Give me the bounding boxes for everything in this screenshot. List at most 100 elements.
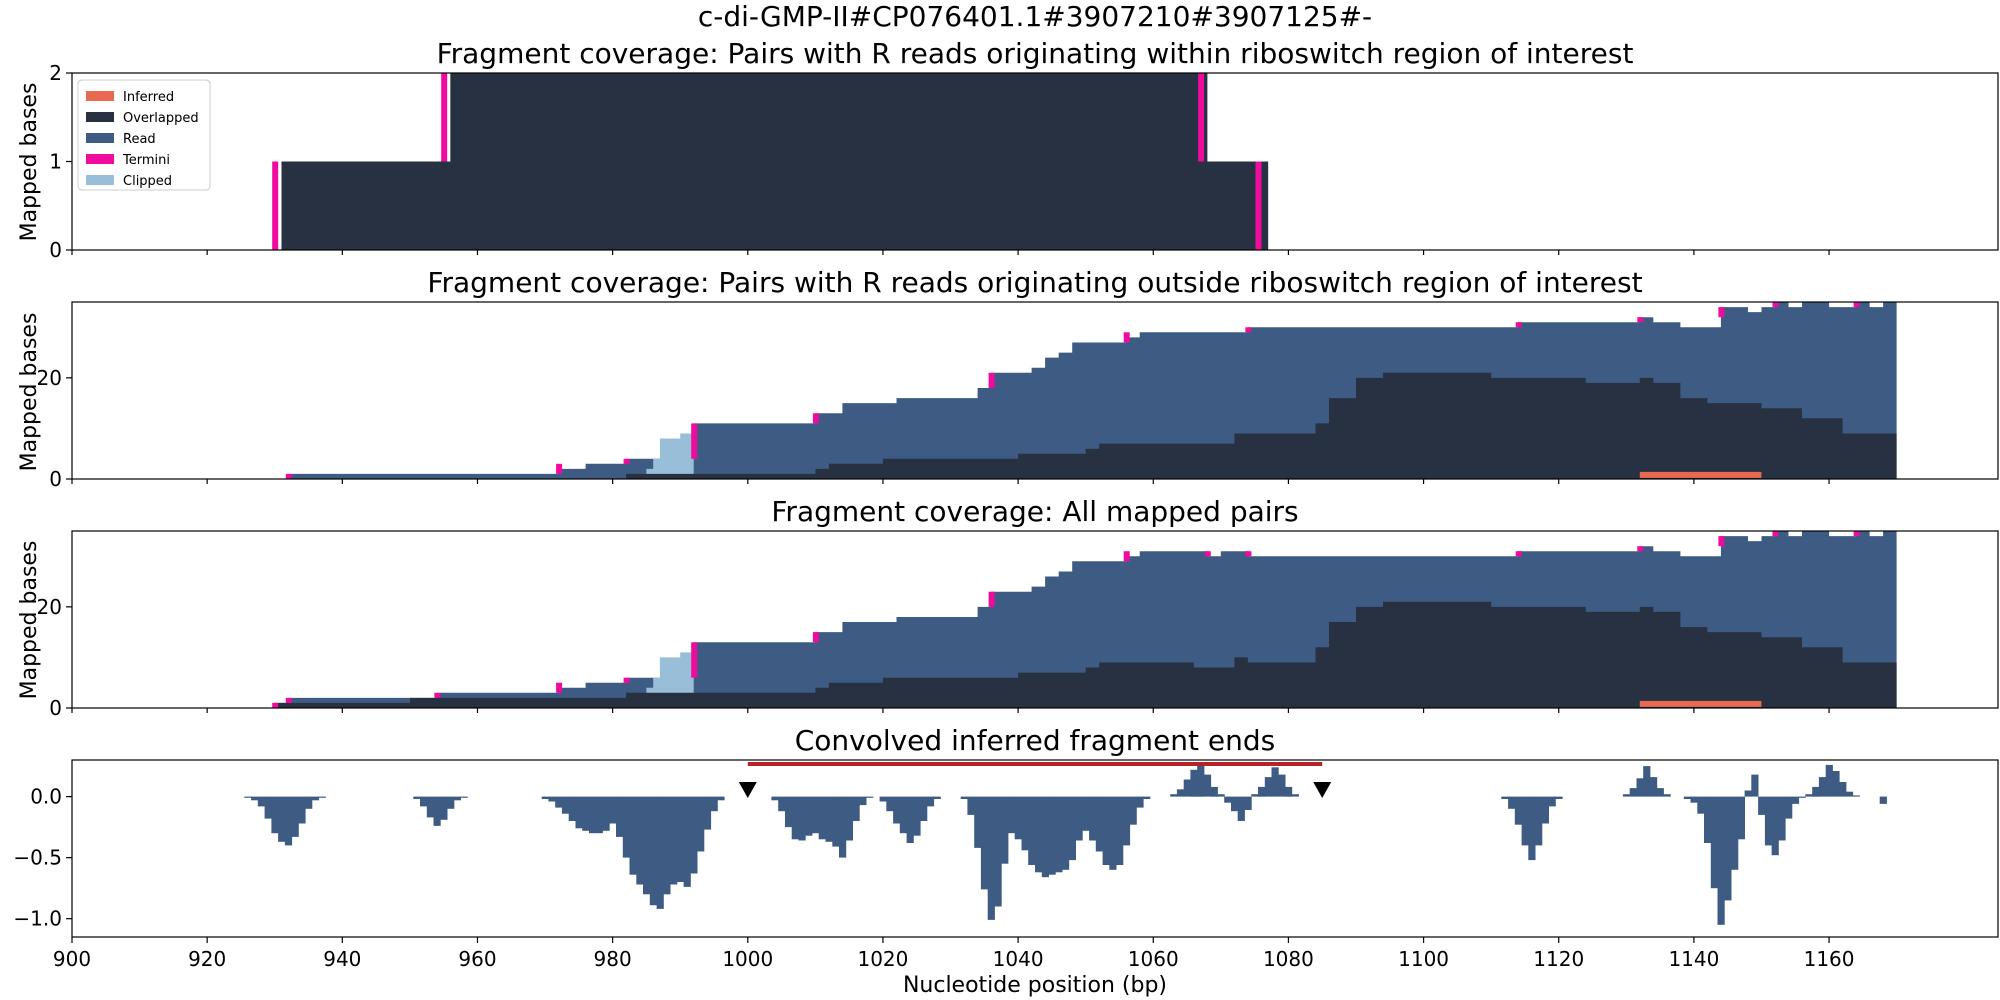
convolved-bar (670, 796, 678, 885)
convolved-bar (1041, 796, 1049, 878)
boundary-marker (738, 782, 757, 798)
convolved-bar (291, 796, 299, 837)
convolved-bar (1278, 774, 1286, 797)
convolved-bar (1805, 794, 1813, 797)
convolved-bar (1839, 782, 1847, 797)
region-bar (747, 762, 1323, 766)
panel-4-title: Convolved inferred fragment ends (795, 724, 1276, 757)
legend-swatch-clipped (86, 175, 114, 185)
convolved-bar (568, 796, 576, 821)
convolved-bar (1731, 796, 1739, 870)
convolved-bar (1062, 796, 1070, 870)
x-axis: 900 920 940 960 980 1000 1020 1040 1060 1080 1100 1… (53, 937, 1855, 971)
termini-mark (441, 73, 448, 162)
convolved-bar (1629, 788, 1637, 797)
convolved-bar (1264, 777, 1272, 797)
convolved-bar (717, 796, 725, 801)
x-tick-label: 920 (188, 947, 226, 971)
termini-mark (556, 682, 563, 693)
termini-mark (1255, 161, 1262, 250)
convolved-bar (866, 796, 874, 798)
termini-mark (1718, 307, 1725, 318)
convolved-bar (1231, 796, 1239, 812)
convolved-bar (1710, 796, 1718, 889)
convolved-bar (1622, 794, 1631, 797)
convolved-bar (1116, 796, 1124, 865)
convolved-bar (426, 796, 434, 818)
convolved-bar (1778, 796, 1786, 841)
convolved-bar (1535, 796, 1543, 846)
x-tick-label: 960 (458, 947, 496, 971)
convolved-bar (845, 796, 853, 841)
convolved-bar (1717, 796, 1725, 925)
convolved-bar (1528, 796, 1536, 861)
convolved-bar (1237, 796, 1245, 821)
convolved-bar (1764, 796, 1773, 846)
x-tick-label: 1020 (857, 947, 908, 971)
convolved-bar (1555, 796, 1563, 799)
panel-all-pairs: Fragment coverage: All mapped pairs Mapp… (17, 79, 1999, 720)
convolved-bar (1683, 796, 1691, 799)
convolved-bar (629, 796, 637, 875)
convolved-bar (244, 796, 252, 798)
convolved-bar (1170, 794, 1178, 797)
panel-3-plot: 0 20 (37, 530, 1999, 720)
convolved-bar (460, 796, 468, 798)
convolved-bar (453, 796, 461, 801)
convolved-bar (1190, 769, 1198, 797)
legend-swatch-termini (86, 154, 114, 164)
convolved-bar (1521, 796, 1529, 846)
termini-mark (1637, 546, 1644, 552)
convolved-bar (1751, 774, 1759, 797)
x-tick-label: 1100 (1398, 947, 1449, 971)
x-tick-label: 940 (323, 947, 361, 971)
convolved-bar (1771, 796, 1779, 856)
termini-mark (1772, 531, 1779, 537)
convolved-bar (1224, 796, 1232, 803)
termini-mark (1123, 332, 1130, 343)
convolved-bar (1845, 791, 1854, 797)
termini-mark (1853, 531, 1860, 537)
convolved-bar (771, 796, 779, 801)
convolved-bar (697, 796, 705, 852)
convolved-bar (1514, 796, 1522, 825)
convolved-bar (994, 796, 1002, 907)
convolved-bar (311, 796, 320, 801)
convolved-bar (1785, 796, 1793, 819)
convolved-bar (1008, 796, 1016, 834)
convolved-bar (1258, 786, 1266, 797)
convolved-bar (778, 796, 786, 812)
termini-mark (1515, 551, 1522, 557)
y-tick-label: −0.5 (13, 846, 62, 870)
convolved-bar (1852, 795, 1860, 797)
overlapped-area (288, 372, 1897, 479)
convolved-bar (575, 796, 583, 829)
convolved-bar (879, 796, 887, 802)
x-axis-label: Nucleotide position (bp) (903, 973, 1167, 998)
convolved-bar (1271, 767, 1279, 797)
convolved-bar (926, 796, 935, 807)
panel-3-legend: Inferred Overlapped Read Termini Clipped (77, 79, 211, 191)
convolved-bar (413, 796, 421, 799)
termini-mark (285, 473, 292, 479)
legend-label-overlapped: Overlapped (123, 111, 199, 126)
convolved-bar (1548, 796, 1556, 807)
convolved-bar (1075, 796, 1083, 841)
x-tick-label: 980 (594, 947, 632, 971)
convolved-bar (1136, 796, 1144, 808)
convolved-bar (1197, 763, 1205, 797)
y-tick-label: 0 (49, 696, 62, 720)
convolved-bar (1541, 796, 1549, 824)
convolved-bar (1068, 796, 1076, 861)
legend-label-termini: Termini (122, 153, 170, 168)
convolved-bar (899, 796, 907, 834)
convolved-bar (1798, 796, 1806, 798)
convolved-bar (318, 796, 326, 798)
panel-3-title: Fragment coverage: All mapped pairs (771, 495, 1298, 528)
convolved-bar (433, 796, 441, 826)
convolved-bar (616, 796, 624, 837)
y-tick-label: 0 (49, 467, 62, 491)
convolved-bar (852, 796, 860, 821)
convolved-bar (1082, 796, 1090, 831)
convolved-bar (1663, 794, 1671, 797)
